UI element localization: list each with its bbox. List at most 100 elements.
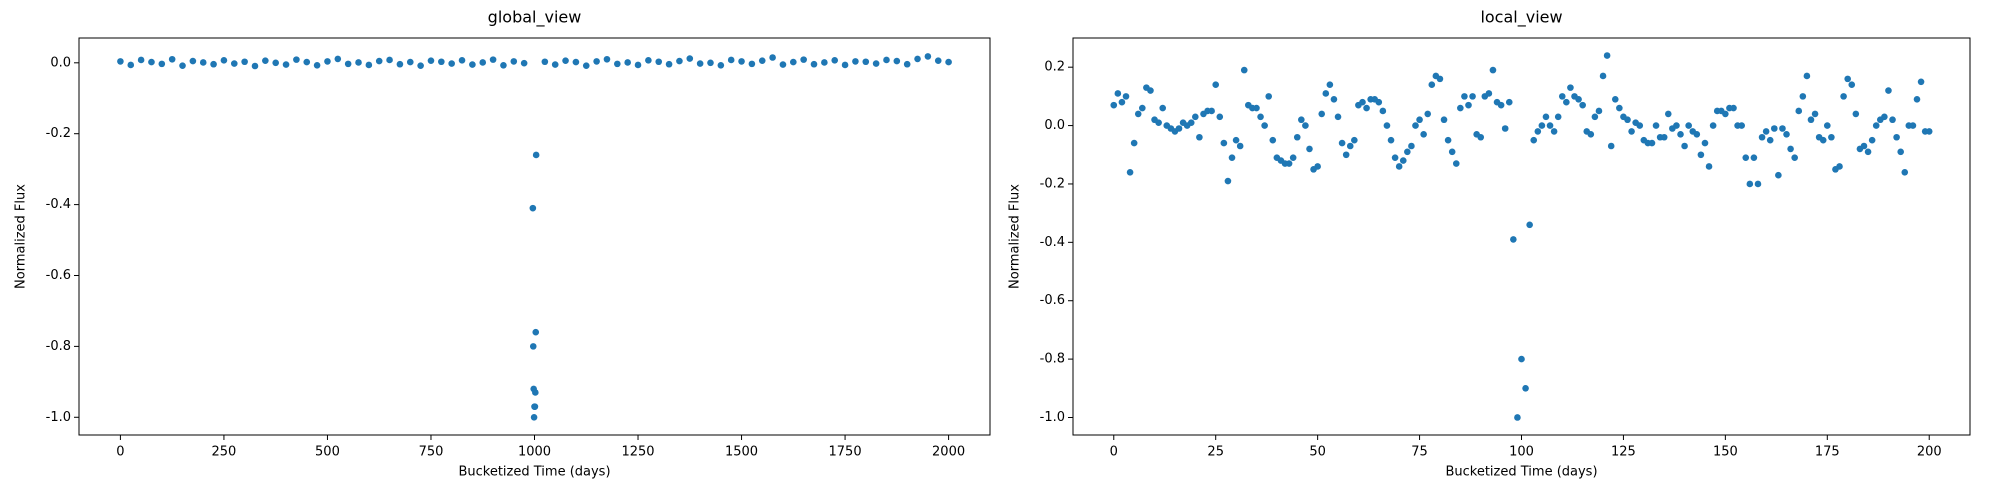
scatter-point	[1864, 148, 1872, 156]
y-tick-label: -0.4	[1040, 235, 1065, 250]
scatter-point	[1742, 154, 1750, 161]
scatter-point	[510, 58, 518, 65]
scatter-point	[655, 58, 663, 66]
scatter-point	[1766, 136, 1774, 144]
scatter-point	[1909, 122, 1917, 129]
scatter-point	[1269, 136, 1277, 144]
scatter-point	[1461, 93, 1468, 100]
scatter-point	[272, 59, 279, 67]
chart-title: global_view	[488, 8, 582, 28]
scatter-point	[1240, 66, 1248, 74]
y-tick-label: -0.6	[46, 268, 71, 283]
scatter-point	[1872, 122, 1880, 129]
scatter-point	[1208, 107, 1215, 115]
scatter-point	[532, 389, 539, 396]
scatter-point	[1505, 98, 1513, 106]
scatter-point	[137, 56, 145, 64]
scatter-point	[1387, 136, 1395, 144]
scatter-point	[686, 55, 694, 62]
scatter-point	[1848, 81, 1856, 89]
y-tick-label: -0.6	[1040, 293, 1065, 308]
scatter-point	[1395, 163, 1403, 170]
scatter-point	[1673, 122, 1680, 129]
scatter-point	[1126, 168, 1134, 176]
scatter-point	[1155, 119, 1162, 126]
scatter-point	[934, 57, 942, 64]
scatter-point	[531, 403, 539, 410]
scatter-point	[1510, 236, 1517, 243]
scatter-point	[1595, 107, 1603, 115]
scatter-point	[1212, 81, 1220, 89]
scatter-point	[1457, 104, 1464, 112]
scatter-point	[1542, 113, 1550, 121]
scatter-point	[1730, 104, 1737, 112]
scatter-point	[189, 57, 197, 65]
scatter-point	[1526, 221, 1533, 229]
scatter-point	[1514, 414, 1521, 421]
scatter-point	[1811, 110, 1819, 118]
scatter-point	[945, 58, 952, 66]
scatter-point	[458, 57, 466, 64]
scatter-point	[1261, 122, 1268, 129]
scatter-point	[1591, 113, 1599, 121]
scatter-point	[1607, 142, 1615, 150]
scatter-point	[1563, 98, 1570, 106]
scatter-point	[1342, 151, 1350, 159]
scatter-point	[1758, 133, 1766, 141]
axes-frame	[1072, 37, 1971, 436]
scatter-point	[179, 62, 186, 69]
scatter-point	[148, 58, 155, 66]
scatter-point	[427, 57, 435, 64]
scatter-point	[1118, 98, 1126, 106]
scatter-point	[1289, 154, 1297, 161]
scatter-point	[1122, 93, 1130, 100]
y-tick-label: -1.0	[46, 410, 71, 425]
scatter-point	[489, 56, 497, 63]
scatter-point	[1538, 122, 1546, 129]
scatter-point	[665, 60, 673, 68]
scatter-point	[1722, 110, 1729, 118]
scatter-point	[469, 61, 476, 68]
scatter-point	[1754, 180, 1762, 188]
scatter-point	[532, 328, 540, 336]
scatter-point	[117, 58, 124, 65]
scatter-point	[1424, 110, 1432, 118]
scatter-point	[1420, 131, 1427, 138]
scatter-point	[614, 60, 621, 68]
x-tick-label: 0	[1110, 445, 1118, 460]
x-tick-label: 150	[1713, 445, 1738, 460]
scatter-point	[1567, 84, 1574, 91]
scatter-point	[396, 60, 404, 68]
scatter-point	[1693, 131, 1701, 138]
scatter-point	[1844, 75, 1851, 83]
scatter-point	[1477, 133, 1485, 141]
y-axis-label: Normalized Flux	[14, 184, 29, 289]
scatter-point	[1404, 148, 1411, 156]
scatter-point	[1359, 98, 1366, 106]
x-axis-label: Bucketized Time (days)	[1445, 465, 1597, 480]
scatter-point	[831, 57, 839, 64]
scatter-point	[893, 57, 901, 65]
chart-title: local_view	[1480, 8, 1562, 28]
scatter-point	[1298, 116, 1305, 124]
scatter-point	[1253, 104, 1260, 112]
scatter-point	[1534, 128, 1542, 135]
scatter-point	[1346, 142, 1354, 150]
scatter-point	[334, 55, 342, 63]
scatter-point	[438, 58, 445, 66]
scatter-point	[1579, 101, 1586, 109]
scatter-point	[1428, 81, 1436, 89]
scatter-point	[1803, 72, 1811, 80]
scatter-point	[551, 61, 559, 68]
scatter-point	[1705, 163, 1713, 170]
scatter-point	[1550, 128, 1558, 135]
scatter-point	[1159, 104, 1166, 112]
scatter-point	[1322, 90, 1330, 97]
scatter-point	[1440, 116, 1448, 124]
scatter-point	[821, 59, 828, 66]
x-tick-label: 25	[1207, 445, 1224, 460]
scatter-point	[914, 55, 921, 63]
scatter-point	[1795, 107, 1803, 115]
scatter-point	[852, 58, 859, 65]
